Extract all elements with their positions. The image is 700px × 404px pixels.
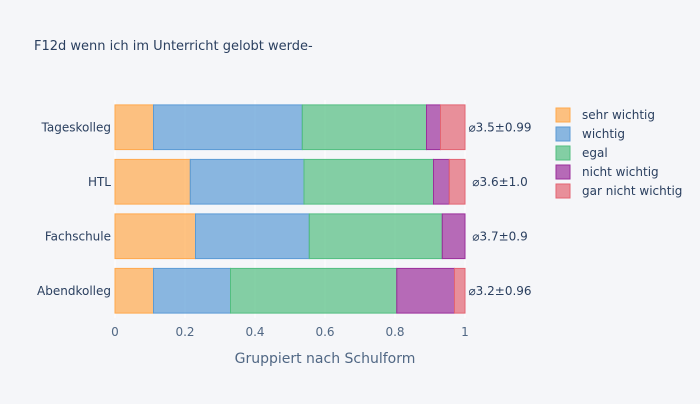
x-tick-label: 0.2 — [175, 325, 194, 339]
legend: sehr wichtig wichtig egal nicht wichtig gar … — [555, 107, 682, 199]
bar-segment[interactable] — [195, 213, 310, 260]
axes: 0 0.2 0.4 0.6 0.8 1 Abendkolleg Fachschule HTL Ta… — [37, 120, 469, 339]
x-tick-label: 0.4 — [245, 325, 264, 339]
bar-annotation: ⌀3.5±0.99 — [468, 120, 531, 134]
bars — [114, 104, 466, 314]
bar-segment[interactable] — [114, 158, 191, 205]
bar-segment[interactable] — [448, 158, 466, 205]
bar-segment[interactable] — [440, 104, 466, 151]
x-tick-label: 0.8 — [385, 325, 404, 339]
legend-label[interactable]: sehr wichtig — [582, 108, 655, 122]
bar-segment[interactable] — [433, 158, 450, 205]
legend-swatch[interactable] — [555, 164, 571, 180]
legend-label[interactable]: gar nicht wichtig — [582, 184, 682, 198]
x-tick-label: 0 — [111, 325, 119, 339]
legend-label[interactable]: nicht wichtig — [582, 165, 659, 179]
y-tick-label: Tageskolleg — [41, 120, 111, 134]
bar-segment[interactable] — [189, 158, 305, 205]
annotations: ⌀3.2±0.96 ⌀3.7±0.9 ⌀3.6±1.0 ⌀3.5±0.99 — [468, 120, 531, 298]
legend-swatch[interactable] — [555, 183, 571, 199]
bar-annotation: ⌀3.6±1.0 — [472, 175, 527, 189]
bar-segment[interactable] — [230, 267, 398, 314]
bar-segment[interactable] — [426, 104, 441, 151]
bar-segment[interactable] — [153, 104, 303, 151]
bar-segment[interactable] — [396, 267, 455, 314]
legend-label[interactable]: egal — [582, 146, 608, 160]
y-tick-label: Fachschule — [45, 229, 111, 243]
bar-segment[interactable] — [114, 213, 196, 260]
bar-segment[interactable] — [441, 213, 466, 260]
bar-segment[interactable] — [114, 267, 154, 314]
y-tick-label: Abendkolleg — [37, 284, 111, 298]
bar-segment[interactable] — [303, 158, 434, 205]
chart-title: F12d wenn ich im Unterricht gelobt werde… — [34, 39, 313, 54]
bar-segment[interactable] — [153, 267, 231, 314]
legend-label[interactable]: wichtig — [582, 127, 625, 141]
legend-swatch[interactable] — [555, 145, 571, 161]
bar-segment[interactable] — [114, 104, 154, 151]
bar-segment[interactable] — [308, 213, 443, 260]
x-axis-title: Gruppiert nach Schulform — [235, 351, 416, 367]
bar-annotation: ⌀3.7±0.9 — [472, 229, 527, 243]
legend-swatch[interactable] — [555, 126, 571, 142]
legend-swatch[interactable] — [555, 107, 571, 123]
bar-segment[interactable] — [454, 267, 466, 314]
bar-segment[interactable] — [301, 104, 427, 151]
x-tick-label: 1 — [461, 325, 469, 339]
bar-annotation: ⌀3.2±0.96 — [468, 284, 531, 298]
y-tick-label: HTL — [88, 175, 111, 189]
x-tick-label: 0.6 — [315, 325, 334, 339]
